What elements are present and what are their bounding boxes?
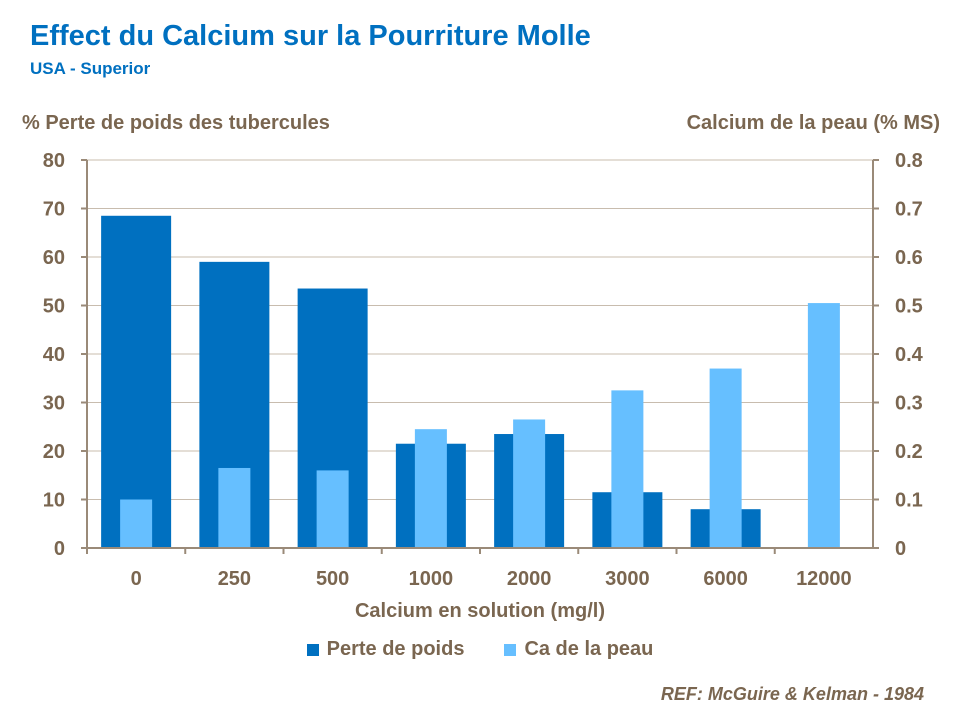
y2-tick-label: 0.7 — [895, 199, 923, 221]
bar-ca-de-la-peau — [709, 368, 742, 548]
y2-tick-label: 0.5 — [895, 296, 923, 318]
x-axis-label: Calcium en solution (mg/l) — [354, 600, 605, 622]
y2-tick-label: 0.1 — [895, 490, 923, 512]
y-tick-label: 50 — [43, 296, 65, 318]
y-axis-label: % Perte de poids des tubercules — [22, 112, 330, 134]
y2-tick-label: 0.3 — [895, 393, 923, 415]
legend-label: Ca de la peau — [524, 638, 654, 660]
chart-subtitle: USA - Superior — [30, 59, 151, 78]
legend: Perte de poids Ca de la peau — [0, 638, 960, 661]
y-tick-label: 10 — [43, 490, 65, 512]
y-tick-label: 30 — [43, 393, 65, 415]
reference-note: REF: McGuire & Kelman - 1984 — [660, 684, 924, 704]
bar-ca-de-la-peau — [513, 419, 546, 548]
bar-ca-de-la-peau — [120, 499, 153, 548]
legend-swatch — [306, 643, 319, 656]
y-tick-label: 40 — [43, 344, 65, 366]
legend-swatch — [504, 643, 517, 656]
y-tick-label: 20 — [43, 441, 65, 463]
y-tick-label: 80 — [43, 150, 65, 172]
y2-tick-label: 0.6 — [895, 247, 923, 269]
bar-ca-de-la-peau — [316, 470, 349, 548]
bar-ca-de-la-peau — [414, 429, 447, 548]
y2-axis-label: Calcium de la peau (% MS) — [686, 112, 940, 134]
legend-item-perte: Perte de poids — [306, 638, 465, 661]
y2-tick-label: 0 — [895, 538, 906, 560]
bar-ca-de-la-peau — [807, 303, 840, 548]
y-tick-label: 0 — [54, 538, 65, 560]
y2-tick-label: 0.8 — [895, 150, 923, 172]
x-tick-label: 0 — [131, 568, 142, 590]
y2-tick-label: 0.4 — [895, 344, 924, 366]
legend-item-ca: Ca de la peau — [504, 638, 653, 661]
chart-title: Effect du Calcium sur la Pourriture Moll… — [30, 20, 591, 52]
x-tick-label: 6000 — [703, 568, 748, 590]
bar-ca-de-la-peau — [611, 390, 644, 548]
y-tick-label: 60 — [43, 247, 65, 269]
legend-label: Perte de poids — [326, 638, 465, 660]
x-tick-label: 12000 — [796, 568, 852, 590]
y2-tick-label: 0.2 — [895, 441, 923, 463]
x-tick-label: 2000 — [507, 568, 552, 590]
x-tick-label: 500 — [316, 568, 349, 590]
x-tick-label: 250 — [218, 568, 251, 590]
bar-ca-de-la-peau — [218, 467, 251, 548]
x-tick-label: 1000 — [409, 568, 454, 590]
x-tick-label: 3000 — [605, 568, 650, 590]
bar-perte-de-poids — [101, 215, 172, 548]
y-tick-label: 70 — [43, 199, 65, 221]
